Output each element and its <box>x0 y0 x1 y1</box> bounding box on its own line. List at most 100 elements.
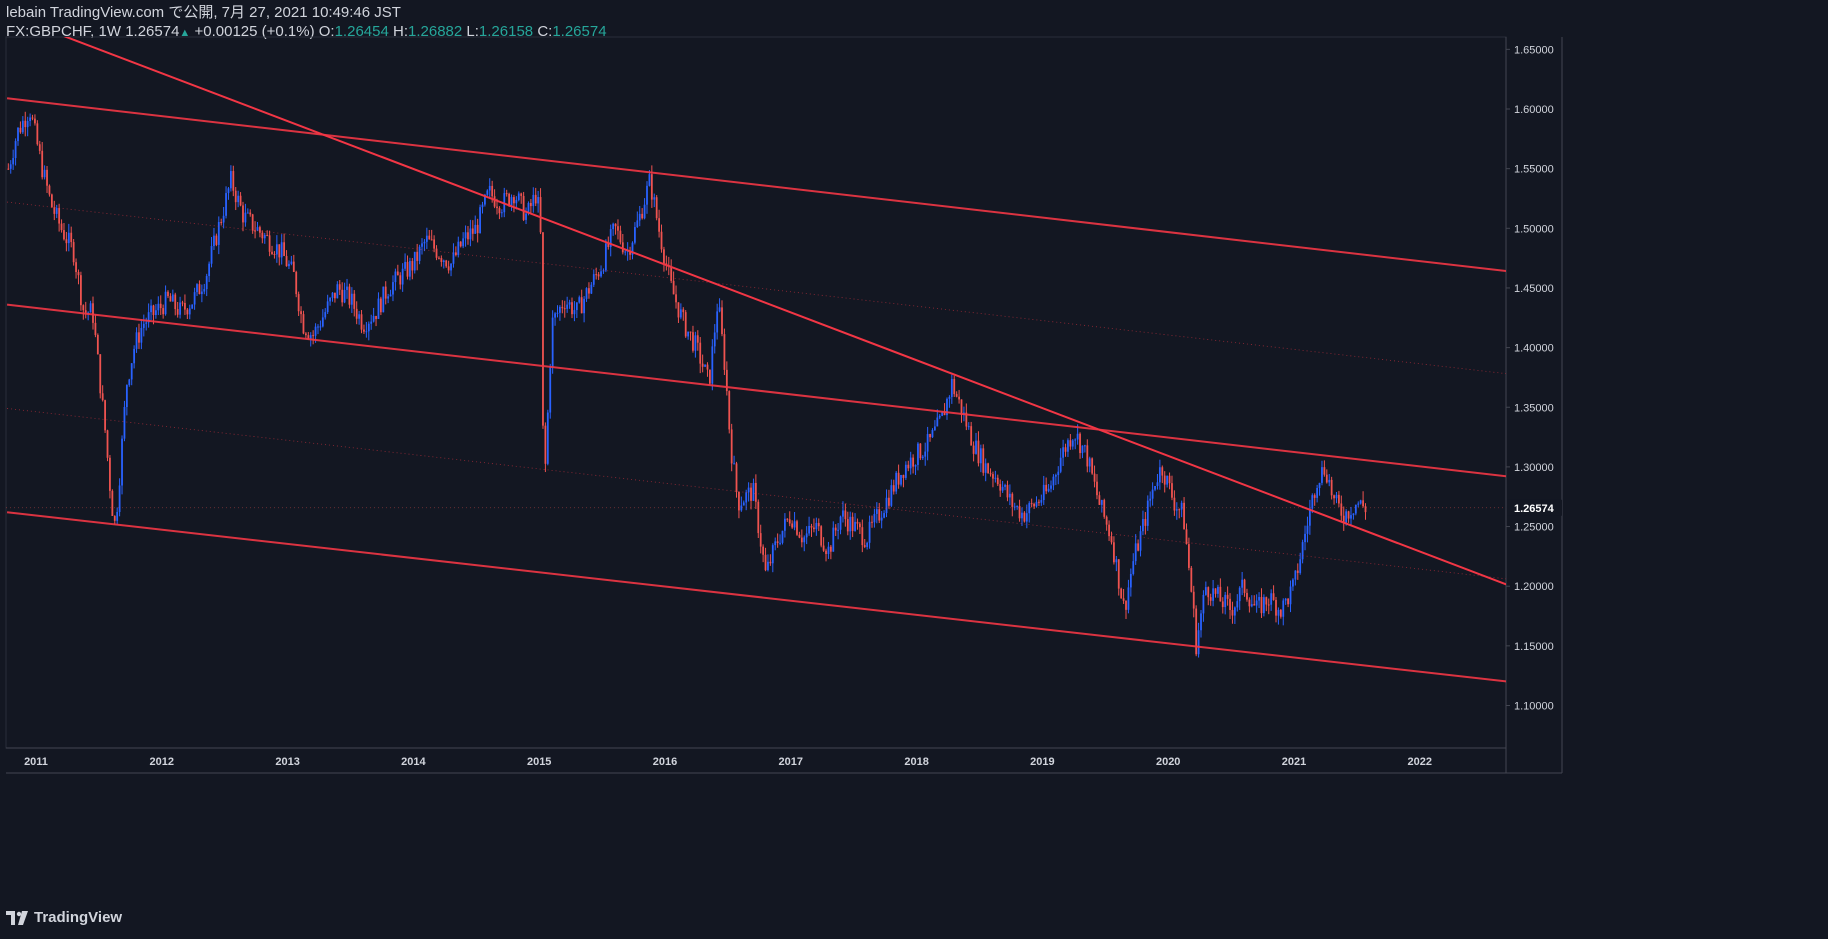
candle-body <box>706 364 709 370</box>
candle-body <box>798 534 801 538</box>
candle-body <box>650 174 653 200</box>
candle-body <box>138 332 140 343</box>
candle-body <box>759 533 762 547</box>
candle-body <box>510 197 513 206</box>
candle-body <box>41 150 44 178</box>
candle-body <box>1265 597 1268 605</box>
candle-body <box>1108 524 1110 537</box>
candle-body <box>254 230 256 232</box>
candle-body <box>1110 536 1113 543</box>
candle-body <box>251 214 254 231</box>
candle-body <box>297 294 300 312</box>
candle-body <box>1258 596 1260 601</box>
candle-body <box>174 294 177 310</box>
candle-body <box>634 227 636 243</box>
candle-body <box>430 239 433 241</box>
price-tick-label: 1.10000 <box>1514 701 1554 713</box>
candle-body <box>583 298 586 314</box>
candle-body <box>735 463 738 492</box>
candle-body <box>292 261 295 272</box>
candle-body <box>709 369 711 384</box>
candle-body <box>689 331 692 333</box>
candle-body <box>331 292 334 298</box>
candle-body <box>1129 573 1132 588</box>
candle-body <box>1306 525 1309 534</box>
candle-body <box>614 223 617 227</box>
candle-body <box>880 517 883 521</box>
candle-body <box>1081 445 1084 454</box>
price-axis[interactable]: 1.65000 1.60000 1.55000 1.50000 1.45000 1.400… <box>1506 44 1562 713</box>
candle-body <box>329 297 331 302</box>
candle-body <box>764 554 767 571</box>
candle-body <box>29 117 31 121</box>
candle-body <box>1335 494 1338 499</box>
candle-body <box>438 257 440 259</box>
candle-body <box>1083 445 1086 447</box>
candle-body <box>157 303 160 311</box>
candle-body <box>854 521 856 531</box>
candle-body <box>208 263 211 277</box>
trendline-5[interactable] <box>7 408 1508 580</box>
candle-body <box>135 332 138 349</box>
candle-body <box>1301 542 1304 560</box>
candle-body <box>1071 440 1074 447</box>
candle-body <box>513 197 515 204</box>
candle-body <box>1219 586 1222 602</box>
candle-body <box>1052 476 1055 486</box>
candle-body <box>464 232 467 239</box>
candle-body <box>479 207 481 234</box>
candle-body <box>822 545 825 551</box>
candle-body <box>546 412 549 464</box>
candle-body <box>815 522 818 530</box>
candle-body <box>462 238 465 247</box>
brand-name: TradingView <box>34 909 123 926</box>
trendline-1[interactable] <box>6 97 1508 273</box>
candle-body <box>372 315 375 322</box>
candle-body <box>246 212 249 214</box>
candle-body <box>701 363 704 367</box>
candle-body <box>948 396 951 399</box>
candle-body <box>312 335 315 337</box>
candle-body <box>360 314 363 330</box>
candle-body <box>273 254 276 256</box>
candle-body <box>1236 601 1239 608</box>
candle-body <box>70 232 73 243</box>
candle-body <box>467 232 469 240</box>
trendline-3[interactable] <box>6 511 1508 683</box>
candle-body <box>1122 598 1125 601</box>
candle-body <box>188 308 191 315</box>
price-tick-label: 1.15000 <box>1514 641 1554 653</box>
candle-body <box>1224 594 1227 608</box>
symbol-label[interactable]: FX:GBPCHF, 1W <box>6 23 122 40</box>
trendline-0[interactable] <box>55 33 1508 586</box>
candle-body <box>133 348 136 364</box>
tradingview-logo-icon <box>6 910 28 925</box>
candle-body <box>43 169 46 178</box>
candle-body <box>771 545 774 564</box>
candle-body <box>563 308 566 310</box>
candle-body <box>1105 516 1108 525</box>
candle-body <box>1069 440 1072 447</box>
candle-body <box>474 224 477 234</box>
close-label: C: <box>537 23 553 40</box>
candle-body <box>1287 598 1289 605</box>
candle-body <box>89 303 92 313</box>
candle-body <box>1006 484 1009 498</box>
time-axis[interactable]: 2011 2012 2013 2014 2015 2016 2017 2018 2019 2020… <box>24 756 1432 768</box>
candle-body <box>365 331 368 333</box>
candle-body <box>936 417 939 427</box>
candle-body <box>1173 497 1176 511</box>
candle-body <box>1074 439 1077 441</box>
candle-body <box>595 274 598 276</box>
candle-body <box>321 317 324 327</box>
candle-body <box>355 308 358 319</box>
trendline-2[interactable] <box>6 303 1508 478</box>
candle-body <box>1021 512 1023 519</box>
candle-body <box>890 485 893 506</box>
price-tick-label: 1.20000 <box>1514 581 1554 593</box>
candle-body <box>1357 503 1360 505</box>
candle-body <box>842 510 844 517</box>
trendline-4[interactable] <box>7 201 1508 375</box>
candle-body <box>556 312 559 314</box>
